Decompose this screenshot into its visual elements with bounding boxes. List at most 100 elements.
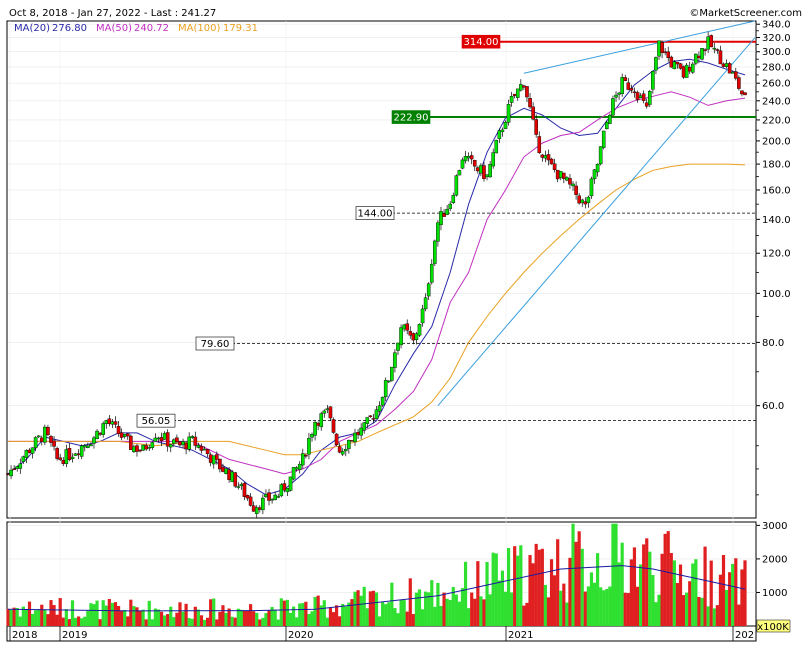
volume-bar — [325, 617, 329, 626]
volume-unit-box — [756, 619, 791, 633]
candle-body — [580, 199, 585, 203]
candle-body — [740, 90, 744, 95]
volume-bar — [691, 563, 695, 626]
candle-body — [543, 155, 548, 159]
volume-bar — [239, 609, 243, 626]
candle-body — [362, 422, 367, 431]
candle-body — [417, 324, 422, 336]
volume-bar — [350, 599, 354, 626]
volume-bar — [267, 610, 271, 626]
level-label-79.60: 79.60 — [201, 339, 230, 350]
candle-body — [181, 441, 185, 446]
volume-bar — [694, 559, 698, 626]
volume-bar — [525, 602, 529, 626]
volume-bar — [153, 608, 157, 626]
candle-body — [294, 467, 299, 470]
volume-bar — [37, 609, 41, 626]
volume-bar — [408, 578, 412, 626]
volume-bar — [328, 607, 333, 626]
candle-body — [184, 442, 188, 450]
volume-bar — [651, 575, 655, 626]
candle-body — [485, 174, 489, 178]
level-label-box — [355, 206, 395, 220]
volume-bar — [77, 616, 81, 626]
candle-body — [196, 445, 201, 448]
volume-bar — [233, 617, 237, 626]
candle-body — [396, 342, 400, 351]
candle-body — [549, 158, 554, 165]
candle-body — [525, 86, 529, 98]
candle-body — [319, 413, 324, 428]
volume-bar — [80, 618, 84, 626]
volume-average-line — [7, 565, 746, 612]
volume-bar — [101, 600, 105, 626]
candle-body — [405, 323, 410, 331]
price-tick-label: 240.0 — [762, 96, 791, 107]
candle-body — [187, 436, 191, 450]
volume-bar — [697, 596, 701, 626]
brand-text[interactable]: ©MarketScreener.com — [689, 8, 802, 19]
candle-body — [264, 494, 268, 497]
volume-bar — [497, 580, 501, 626]
candle-body — [454, 175, 459, 196]
x-tick-label: 2018 — [12, 630, 37, 641]
candle-body — [328, 406, 333, 419]
volume-bar — [190, 618, 194, 626]
candle-body — [638, 95, 643, 98]
volume-bar — [562, 583, 566, 626]
candle-body — [39, 437, 44, 442]
volume-tick-label: 1000 — [762, 588, 787, 599]
volume-bar — [196, 609, 200, 626]
volume-bar — [43, 609, 47, 626]
volume-bar — [55, 614, 59, 626]
candle-body — [558, 171, 563, 178]
candle-body — [279, 484, 284, 497]
volume-bar — [574, 541, 578, 626]
volume-bar — [120, 610, 124, 626]
volume-bar — [663, 533, 667, 626]
volume-bar — [531, 563, 535, 626]
volume-bar — [399, 599, 403, 626]
candle-body — [156, 437, 161, 440]
volume-bar — [721, 555, 726, 626]
candle-body — [343, 449, 348, 452]
volume-bar — [6, 608, 10, 626]
volume-bar — [316, 595, 320, 626]
candle-body — [737, 77, 741, 89]
volume-bar — [49, 600, 53, 626]
candle-body — [9, 469, 13, 477]
volume-bar — [703, 546, 707, 626]
ma-line-ma100 — [8, 163, 746, 456]
candle-body — [463, 156, 468, 162]
candle-body — [648, 91, 652, 105]
level-label-box — [195, 336, 235, 351]
candle-body — [291, 467, 296, 480]
candle-body — [586, 196, 591, 203]
volume-bar — [132, 606, 136, 626]
volume-bar — [454, 594, 458, 626]
candle-body — [95, 430, 99, 440]
candle-body — [414, 333, 419, 340]
volume-bar — [89, 603, 93, 626]
volume-bar — [18, 616, 22, 626]
volume-bar — [731, 563, 735, 626]
candle-body — [316, 422, 320, 426]
candle-body — [67, 448, 72, 460]
volume-bar — [740, 569, 744, 626]
volume-bar — [341, 603, 345, 626]
volume-bar — [313, 596, 317, 626]
candle-body — [24, 450, 29, 458]
level-label-314.00: 314.00 — [464, 37, 499, 48]
volume-bar — [442, 592, 446, 626]
volume-bar — [95, 600, 99, 626]
volume-bar — [126, 616, 130, 626]
candle-body — [258, 507, 262, 510]
volume-bar — [46, 614, 50, 626]
volume-bar — [528, 555, 532, 626]
candle-body — [98, 432, 102, 435]
volume-bar — [159, 611, 164, 626]
candle-body — [172, 439, 176, 444]
candle-body — [153, 437, 158, 442]
candle-body — [386, 380, 391, 383]
volume-bar — [304, 601, 308, 626]
